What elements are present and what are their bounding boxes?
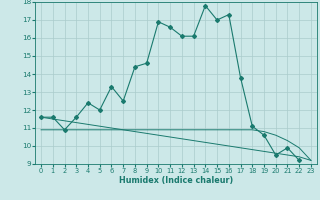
X-axis label: Humidex (Indice chaleur): Humidex (Indice chaleur) <box>119 176 233 185</box>
